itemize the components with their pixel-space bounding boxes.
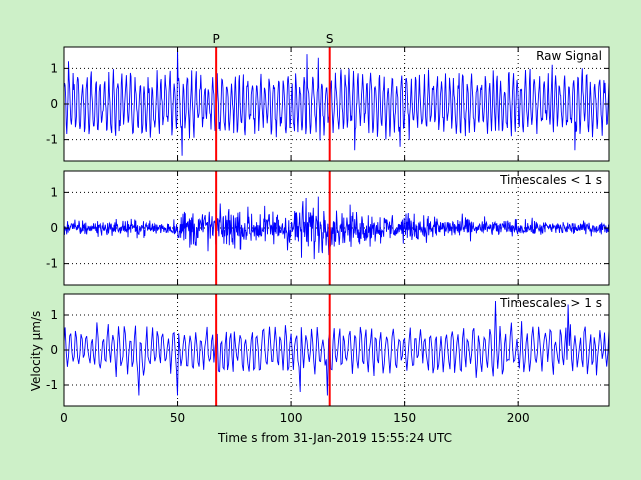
y-tick-label: 0 — [50, 221, 58, 235]
raw-signal-panel: P S 1 0 -1 Raw Signal — [46, 32, 610, 162]
phase-label-s: S — [326, 32, 334, 46]
y-tick-label: -1 — [46, 133, 58, 147]
x-tick-label: 200 — [507, 411, 530, 425]
signal-trace — [64, 47, 609, 156]
y-tick-label: -1 — [46, 378, 58, 392]
phase-label-p: P — [213, 32, 220, 46]
y-tick-label: 0 — [50, 97, 58, 111]
signal-trace — [64, 196, 609, 260]
y-tick-label: 1 — [50, 185, 58, 199]
y-tick-label: 1 — [50, 308, 58, 322]
short-timescale-panel: 1 0 -1 Timescales < 1 s — [46, 170, 610, 286]
x-tick-label: 150 — [393, 411, 416, 425]
x-axis-label: Time s from 31-Jan-2019 15:55:24 UTC — [217, 431, 452, 445]
y-axis-label-suffix: m/s — [29, 311, 43, 333]
panel-legend: Timescales > 1 s — [499, 296, 602, 310]
y-axis-label-mu: μ — [29, 332, 43, 340]
x-tick-label: 50 — [170, 411, 185, 425]
long-timescale-panel: 1 0 -1 0 50 100 150 200 Timescales > 1 s — [46, 293, 610, 425]
y-tick-label: 0 — [50, 343, 58, 357]
panel-legend: Raw Signal — [536, 49, 602, 63]
x-tick-label: 0 — [60, 411, 68, 425]
panel-legend: Timescales < 1 s — [499, 173, 602, 187]
y-axis-label: Velocity μm/s — [29, 311, 43, 392]
x-tick-label: 100 — [280, 411, 303, 425]
signal-trace — [64, 300, 609, 396]
y-tick-label: 1 — [50, 61, 58, 75]
y-tick-label: -1 — [46, 257, 58, 271]
y-axis-label-prefix: Velocity — [29, 340, 43, 391]
